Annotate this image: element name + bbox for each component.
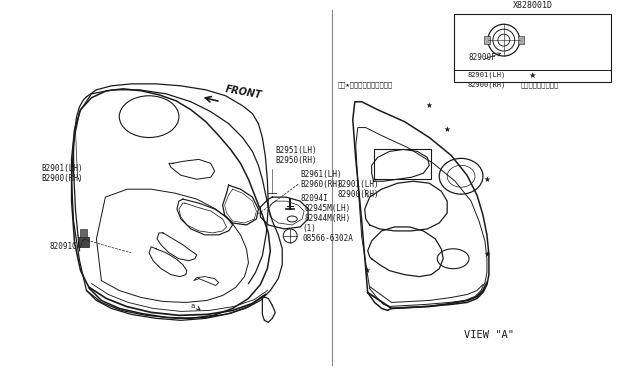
Text: 82091G: 82091G (50, 242, 77, 251)
Text: の位置を示します。: の位置を示します。 (521, 82, 559, 89)
Text: 82944M(RH): 82944M(RH) (304, 214, 350, 223)
Text: 82945M(LH): 82945M(LH) (304, 204, 350, 213)
Text: ★: ★ (426, 101, 433, 110)
Text: B2900(RH): B2900(RH) (42, 174, 83, 183)
Text: ★: ★ (444, 125, 451, 134)
Text: 82901(LH): 82901(LH) (338, 180, 380, 189)
Text: 82900F: 82900F (468, 53, 496, 62)
Text: ★: ★ (483, 175, 490, 184)
Text: 82900(RH): 82900(RH) (338, 190, 380, 199)
Text: 08566-6302A: 08566-6302A (302, 234, 353, 243)
Bar (454, 14, 611, 82)
Text: FRONT: FRONT (225, 84, 263, 101)
Text: 82094I: 82094I (300, 194, 328, 203)
Bar (518, 36, 524, 44)
Text: (1): (1) (302, 224, 316, 233)
Text: 注）★印の部品は品番コード: 注）★印の部品は品番コード (338, 82, 393, 89)
Text: ★: ★ (483, 250, 490, 259)
Text: B2951(LH): B2951(LH) (275, 147, 317, 155)
Text: ★: ★ (364, 266, 370, 275)
Text: a: a (191, 304, 195, 310)
Text: ★: ★ (529, 71, 536, 80)
Text: B2960(RH): B2960(RH) (300, 180, 342, 189)
Text: B2950(RH): B2950(RH) (275, 156, 317, 165)
Text: 82901(LH): 82901(LH) (467, 72, 506, 78)
Text: B2961(LH): B2961(LH) (300, 170, 342, 179)
Text: VIEW "A": VIEW "A" (464, 330, 514, 340)
Bar (484, 36, 490, 44)
Text: 82900(RH): 82900(RH) (467, 82, 506, 88)
Text: B2901(LH): B2901(LH) (42, 164, 83, 173)
Text: X828001D: X828001D (513, 1, 552, 10)
Bar (77, 237, 90, 247)
Bar (79, 229, 88, 237)
